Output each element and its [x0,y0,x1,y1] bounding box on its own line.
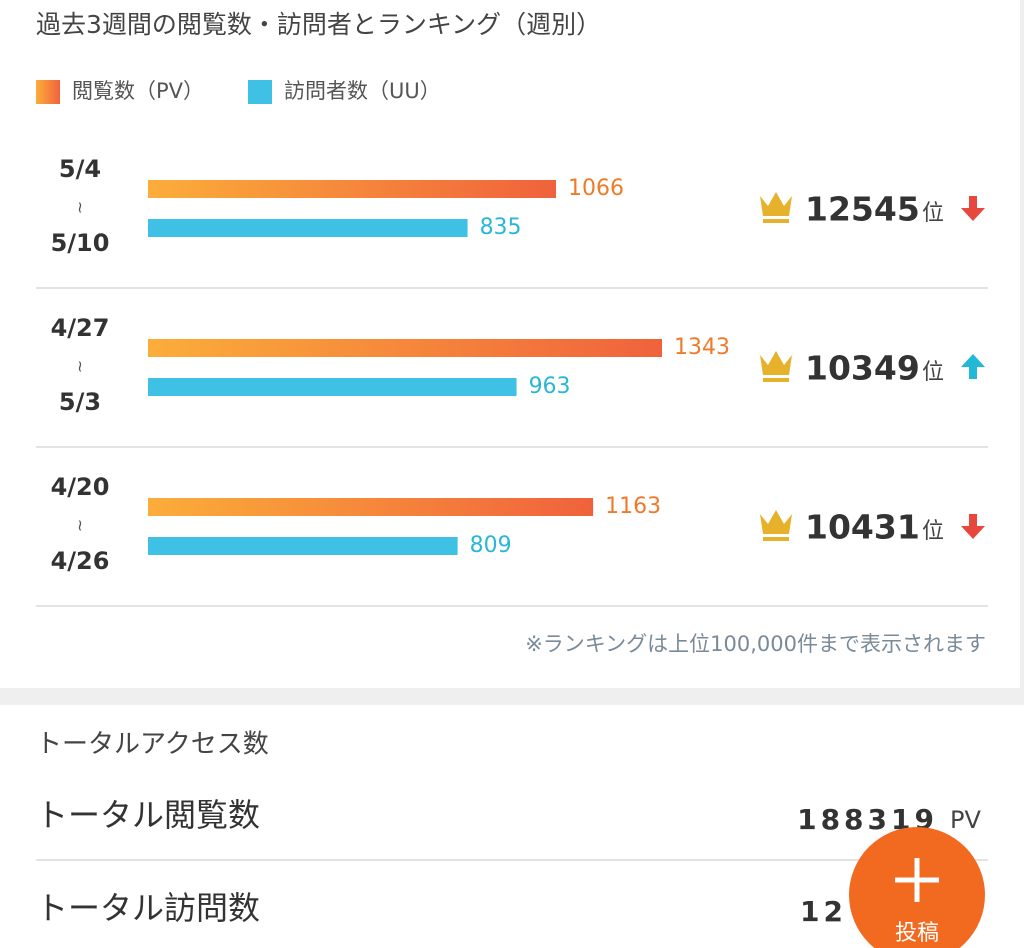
range-mark: ≀ [77,357,83,376]
totals-heading: トータルアクセス数 [36,730,269,760]
pv-bar [148,180,556,198]
rank-value: 12545 [805,190,920,229]
week-start: 4/27 [51,314,110,342]
week-start: 5/4 [59,155,101,183]
rank-unit: 位 [922,201,944,226]
pv-label: 1066 [568,176,624,201]
post-button[interactable]: 投稿 [849,827,985,948]
note: ※ランキングは上位100,000件まで表示されます [525,632,986,656]
rank-unit: 位 [922,519,944,544]
range-mark: ≀ [77,198,83,217]
week-end: 4/26 [51,547,110,575]
rank-unit: 位 [922,360,944,385]
legend-label: 訪問者数（UU） [284,79,441,103]
plus-icon [895,858,939,902]
total-value: 12 [800,895,847,928]
pv-label: 1163 [605,494,661,519]
week-end: 5/10 [51,229,110,257]
rank-value: 10349 [805,349,920,388]
uu-label: 963 [529,374,571,399]
uu-label: 809 [470,533,512,558]
trend-arrow [961,354,985,379]
range-mark: ≀ [77,516,83,535]
uu-bar [148,537,458,555]
crown-icon [760,351,792,382]
trend-arrow [961,514,985,539]
week-end: 5/3 [59,388,101,416]
legend-swatch [248,80,272,104]
fab-label[interactable]: 投稿 [895,921,939,946]
legend-swatch [36,80,60,104]
total-unit: PV [950,806,981,834]
pv-bar [148,498,594,516]
pv-bar [148,339,662,357]
total-label: トータル訪問数 [36,889,260,927]
total-label: トータル閲覧数 [36,796,260,834]
uu-bar [148,219,468,237]
uu-bar [148,378,517,396]
card-title: 過去3週間の閲覧数・訪問者とランキング（週別） [36,10,601,39]
crown-icon [760,192,792,223]
crown-icon [760,510,792,541]
legend-label: 閲覧数（PV） [72,79,204,103]
pv-label: 1343 [674,335,730,360]
uu-label: 835 [480,215,522,240]
trend-arrow [961,196,985,221]
rank-value: 10431 [805,508,920,547]
week-start: 4/20 [51,473,110,501]
